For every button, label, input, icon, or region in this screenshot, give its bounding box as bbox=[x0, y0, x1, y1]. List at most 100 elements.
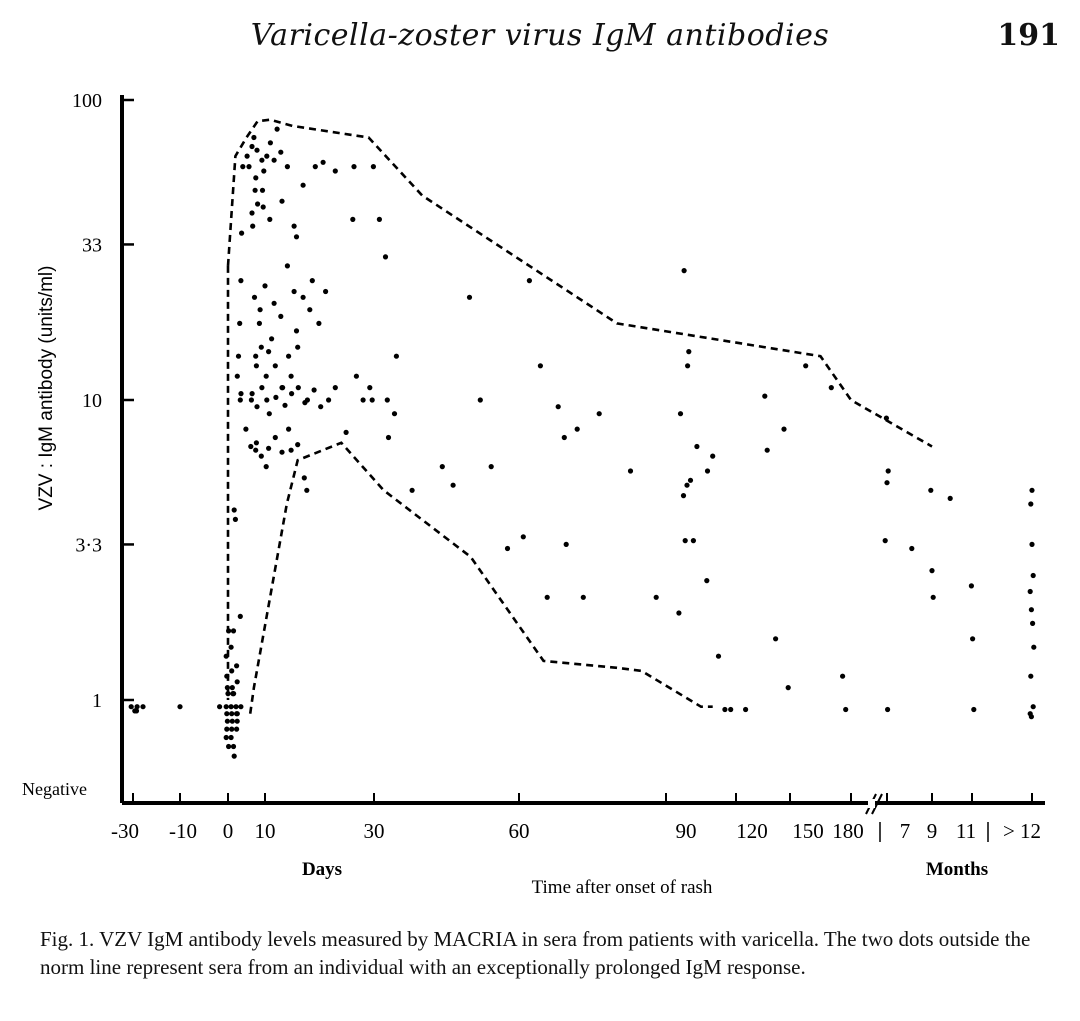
data-point bbox=[251, 294, 258, 300]
data-point bbox=[677, 411, 684, 417]
x-unit-months: Months bbox=[926, 859, 988, 880]
data-point bbox=[1027, 588, 1033, 595]
data-point bbox=[237, 613, 243, 620]
data-point bbox=[224, 718, 230, 724]
running-head: Varicella-zoster virus IgM antibodies 19… bbox=[0, 18, 1080, 58]
data-point bbox=[223, 734, 229, 741]
data-point bbox=[231, 507, 237, 513]
data-point bbox=[223, 653, 229, 659]
data-point bbox=[261, 168, 267, 174]
data-point bbox=[260, 204, 266, 210]
data-point bbox=[257, 307, 263, 313]
data-point bbox=[681, 268, 687, 274]
axis-break-mark bbox=[871, 793, 883, 815]
data-point bbox=[301, 475, 307, 481]
data-point bbox=[970, 636, 976, 642]
data-point bbox=[561, 434, 567, 441]
data-point bbox=[258, 344, 264, 350]
data-point bbox=[266, 349, 272, 355]
data-point bbox=[234, 663, 240, 669]
data-point bbox=[684, 482, 690, 488]
data-point bbox=[332, 168, 338, 174]
data-point bbox=[360, 397, 366, 403]
y-axis-title: VZV : IgM antibody (units/ml) bbox=[36, 266, 57, 511]
data-point bbox=[274, 126, 280, 132]
data-point bbox=[1028, 607, 1034, 613]
data-point bbox=[266, 445, 272, 451]
data-point bbox=[882, 538, 888, 544]
data-point bbox=[312, 164, 318, 170]
data-point bbox=[627, 468, 634, 474]
data-point bbox=[278, 313, 284, 319]
data-point bbox=[1028, 501, 1034, 507]
data-point bbox=[307, 307, 313, 313]
data-point bbox=[840, 673, 846, 679]
data-point bbox=[254, 147, 260, 153]
data-point bbox=[316, 320, 322, 326]
data-point bbox=[224, 685, 230, 691]
data-point bbox=[384, 397, 390, 403]
data-point bbox=[248, 443, 254, 450]
x-tick-label: > 12 bbox=[1003, 819, 1041, 843]
data-point bbox=[238, 391, 244, 397]
data-point bbox=[230, 743, 237, 750]
data-point bbox=[231, 753, 237, 759]
data-point bbox=[1030, 704, 1036, 710]
norm-line-lower bbox=[248, 441, 713, 714]
data-point bbox=[295, 385, 301, 391]
data-point bbox=[269, 336, 275, 342]
data-point bbox=[968, 583, 975, 589]
data-point bbox=[367, 385, 373, 391]
data-point bbox=[1030, 572, 1036, 579]
data-point bbox=[238, 278, 244, 284]
data-point bbox=[234, 718, 240, 724]
data-point bbox=[291, 223, 297, 229]
x-tick-label: 60 bbox=[509, 819, 530, 843]
y-tick-label: 10 bbox=[82, 390, 102, 412]
data-point bbox=[267, 140, 273, 146]
data-point bbox=[728, 706, 734, 713]
data-point bbox=[237, 320, 243, 326]
data-point bbox=[284, 164, 290, 170]
data-point bbox=[544, 594, 550, 600]
y-tick-label: 3·3 bbox=[75, 534, 102, 556]
data-point bbox=[929, 568, 935, 574]
data-point bbox=[264, 397, 270, 403]
x-axis-title: Time after onset of rash bbox=[532, 877, 713, 898]
data-point bbox=[253, 363, 259, 369]
data-point bbox=[229, 718, 235, 724]
data-point bbox=[229, 668, 235, 674]
data-point bbox=[309, 278, 315, 284]
data-point bbox=[743, 706, 749, 713]
data-point bbox=[262, 283, 268, 289]
data-point bbox=[229, 726, 235, 732]
data-point bbox=[311, 387, 317, 393]
data-point bbox=[295, 442, 301, 448]
y-tick-label: 1 bbox=[92, 690, 102, 712]
data-point bbox=[286, 353, 292, 359]
data-point bbox=[704, 468, 711, 474]
data-point bbox=[264, 153, 270, 159]
data-point bbox=[251, 134, 257, 141]
data-point bbox=[231, 691, 237, 697]
data-point bbox=[224, 711, 230, 717]
data-point bbox=[229, 711, 235, 717]
data-point bbox=[254, 404, 260, 410]
data-point bbox=[272, 363, 278, 369]
data-point bbox=[409, 487, 415, 493]
data-point bbox=[526, 278, 533, 284]
data-point bbox=[351, 164, 357, 170]
data-point bbox=[685, 363, 691, 369]
data-point bbox=[234, 679, 240, 685]
data-point bbox=[450, 482, 456, 488]
data-point bbox=[288, 447, 294, 453]
axis-break-gap bbox=[868, 799, 875, 808]
figure-1-chart: 1 3·3 10 33 100 Negative -30 -10 0 10 30 60 90 120 150… bbox=[22, 90, 1045, 898]
data-point bbox=[293, 328, 300, 334]
data-point bbox=[781, 426, 787, 432]
data-point bbox=[234, 373, 240, 379]
data-point bbox=[226, 628, 232, 634]
data-point bbox=[504, 545, 511, 552]
data-point bbox=[439, 464, 445, 470]
data-point bbox=[235, 353, 242, 359]
